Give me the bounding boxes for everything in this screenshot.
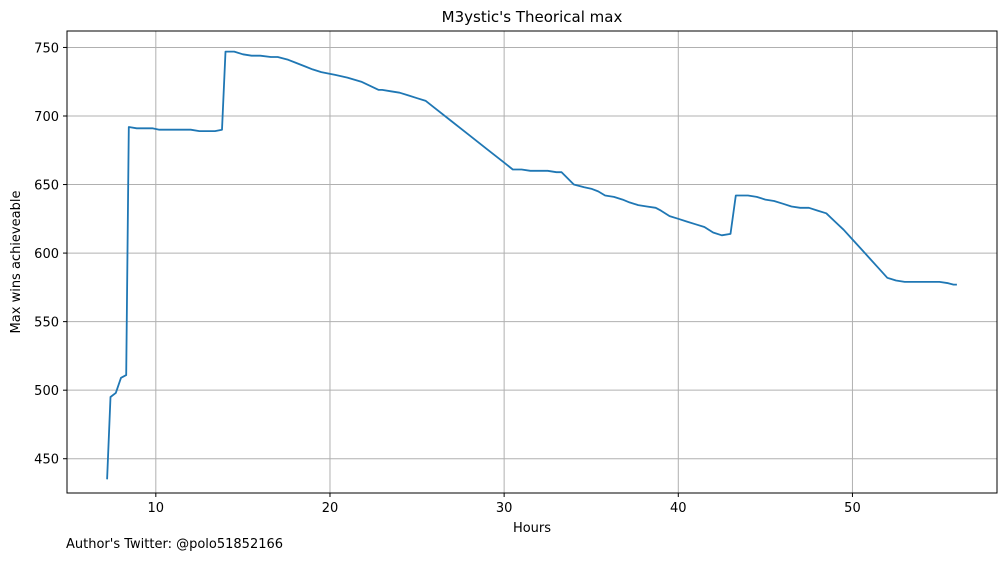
series-lines <box>106 50 957 480</box>
x-tick-label: 20 <box>322 501 339 516</box>
gridlines <box>67 31 997 493</box>
y-tick-label: 600 <box>34 247 59 262</box>
y-axis-title: Max wins achieveable <box>9 191 24 334</box>
y-tick-label: 700 <box>34 110 59 125</box>
x-tick-label: 50 <box>844 501 861 516</box>
axis-ticks: 10 20 30 40 50 450 500 550 600 650 700 750 <box>34 41 861 516</box>
x-tick-label: 30 <box>496 501 513 516</box>
author-footnote: Author's Twitter: @polo51852166 <box>66 537 284 552</box>
y-tick-label: 750 <box>34 41 59 56</box>
plot-frame <box>66 30 998 494</box>
x-tick-label: 40 <box>670 501 687 516</box>
x-axis-title: Hours <box>513 521 551 536</box>
y-tick-label: 550 <box>34 316 59 331</box>
x-tick-label: 10 <box>148 501 165 516</box>
chart-title: M3ystic's Theorical max <box>442 8 623 26</box>
y-tick-label: 450 <box>34 453 59 468</box>
y-tick-label: 500 <box>34 384 59 399</box>
series-line <box>106 50 957 480</box>
y-tick-label: 650 <box>34 179 59 194</box>
